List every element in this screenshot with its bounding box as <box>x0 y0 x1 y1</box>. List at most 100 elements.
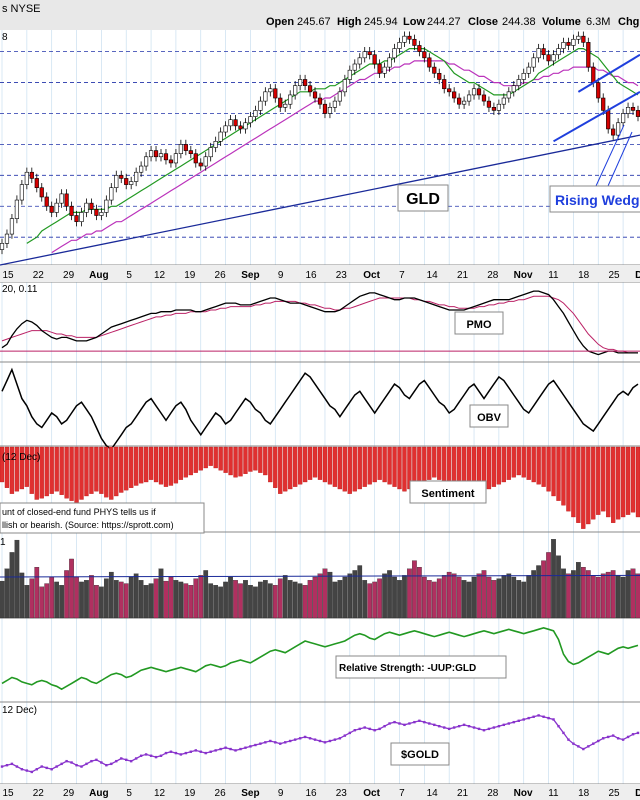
candle-body <box>283 103 288 108</box>
candle-body <box>616 122 621 136</box>
volume-bar <box>511 576 517 619</box>
gold-point <box>423 720 426 724</box>
sentiment-bar <box>422 446 427 483</box>
candle-body <box>362 51 367 59</box>
candle-body <box>19 184 24 201</box>
candle-body <box>442 79 447 90</box>
sentiment-bar <box>397 446 402 490</box>
candle <box>248 111 253 128</box>
candle <box>407 31 412 44</box>
candle <box>596 77 601 103</box>
candle-body <box>238 125 243 130</box>
sentiment-bar <box>148 446 154 480</box>
volume-bar <box>446 571 452 619</box>
volume-bar <box>108 571 114 619</box>
volume-bar <box>546 552 551 619</box>
sentiment-bar <box>521 446 526 478</box>
candle <box>302 74 308 91</box>
candle <box>178 139 183 159</box>
volume-bar <box>188 585 194 619</box>
volume-bar <box>471 576 477 619</box>
gold-point <box>328 739 332 743</box>
volume-bar <box>392 576 397 619</box>
exchange-label: s NYSE <box>2 3 41 15</box>
sentiment-bar <box>188 446 193 476</box>
gold-point <box>433 723 436 727</box>
candle <box>342 74 347 97</box>
x-tick-label: 16 <box>305 788 317 799</box>
candle-body <box>367 51 372 56</box>
x-tick-label: 19 <box>184 270 196 281</box>
volume-bar <box>521 581 527 619</box>
obv-label-box: OBV <box>469 404 509 428</box>
gold-point <box>184 751 188 755</box>
gold-point <box>467 724 471 728</box>
volume-bar <box>99 586 104 619</box>
candle <box>476 84 482 100</box>
gold-point <box>5 764 9 767</box>
volume-bar <box>49 576 55 619</box>
gold-point <box>522 718 525 721</box>
sentiment-bar <box>307 446 313 480</box>
candle-body <box>347 69 352 80</box>
sentiment-bar <box>168 446 174 486</box>
candle <box>437 68 442 85</box>
candle-body <box>134 171 139 182</box>
volume-bar <box>84 580 89 619</box>
candle <box>268 84 273 97</box>
volume-bar <box>198 575 204 619</box>
sentiment-bar <box>625 446 631 515</box>
gold-point <box>393 720 396 724</box>
x-tick-label: Aug <box>89 788 108 799</box>
gold-point <box>288 739 292 743</box>
sentiment-bar <box>402 446 407 492</box>
gold-point <box>129 759 133 763</box>
candle <box>452 87 457 103</box>
sentiment-bar <box>143 446 149 483</box>
gold-point <box>616 737 620 740</box>
gold-point <box>115 759 118 763</box>
candle-body <box>551 54 556 62</box>
x-tick-label: 9 <box>278 270 284 281</box>
candle-body <box>293 85 298 96</box>
candle-body <box>601 97 606 111</box>
candle-body <box>129 181 134 185</box>
candle <box>94 204 99 221</box>
candle <box>89 198 94 214</box>
sentiment-bar <box>54 446 59 492</box>
volume-bar <box>178 581 184 619</box>
gold-point <box>482 729 486 732</box>
gold-point <box>318 739 322 743</box>
x-tick-label: 12 <box>154 270 166 281</box>
volume-bar <box>342 576 348 619</box>
gold-point <box>35 768 38 771</box>
candle-body <box>407 35 412 40</box>
candle <box>253 105 258 122</box>
candle <box>586 37 591 72</box>
sentiment-bar <box>34 446 39 500</box>
volume-bar <box>173 580 179 619</box>
volume-bar <box>34 567 40 619</box>
gold-point <box>631 733 635 736</box>
sentiment-bar <box>511 446 516 478</box>
x-tick-label: 22 <box>33 788 45 799</box>
x-tick-label: Oct <box>363 788 380 799</box>
candle <box>153 145 159 162</box>
gold-point <box>323 741 327 744</box>
candle <box>59 189 64 208</box>
sentiment-bar <box>506 446 511 480</box>
candle <box>332 96 338 112</box>
x-tick-label: 26 <box>215 788 227 799</box>
sentiment-bar <box>84 446 89 497</box>
volume-bar <box>635 573 640 619</box>
candle-body <box>119 175 124 179</box>
gold-point <box>30 770 34 774</box>
gold-point <box>363 726 366 729</box>
candle <box>312 87 318 103</box>
candle <box>630 102 636 116</box>
candle <box>307 81 313 97</box>
gold-point <box>562 731 565 735</box>
sentiment-bar <box>153 446 159 483</box>
volume-bar <box>272 585 278 619</box>
volume-bar <box>287 580 293 619</box>
